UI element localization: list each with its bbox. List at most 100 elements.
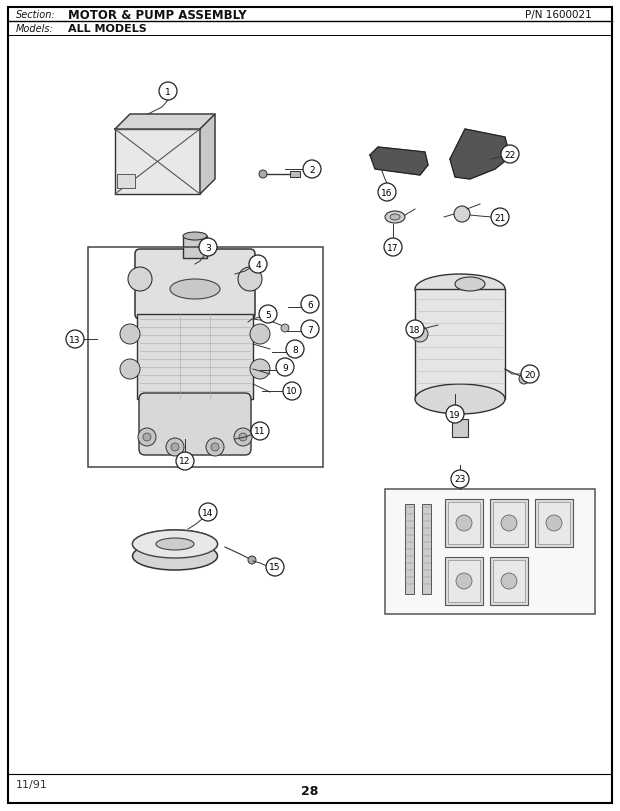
Bar [448,502,480,544]
Circle shape [239,433,247,441]
Text: P/N 1600021: P/N 1600021 [525,10,591,20]
Bar [385,489,595,614]
Circle shape [259,306,277,324]
Bar [535,500,573,547]
Text: 7: 7 [307,325,313,334]
Circle shape [250,359,270,380]
Text: 3: 3 [205,243,211,252]
Circle shape [491,208,509,227]
Text: 17: 17 [388,243,399,252]
Circle shape [406,320,424,338]
Text: 12: 12 [179,457,191,466]
Circle shape [378,184,396,202]
Circle shape [238,268,262,292]
Ellipse shape [133,530,218,558]
Polygon shape [370,148,428,176]
Circle shape [283,383,301,401]
Circle shape [250,324,270,345]
Polygon shape [450,130,510,180]
Circle shape [211,444,219,452]
Circle shape [521,366,539,384]
Circle shape [546,515,562,531]
Circle shape [384,238,402,257]
Text: MOTOR & PUMP ASSEMBLY: MOTOR & PUMP ASSEMBLY [68,8,247,21]
Text: 23: 23 [454,475,466,484]
Circle shape [286,341,304,358]
Text: 13: 13 [69,335,81,344]
Ellipse shape [455,277,485,292]
Circle shape [171,444,179,452]
Text: 21: 21 [494,213,506,222]
Text: Section:: Section: [16,10,56,20]
Bar [538,502,570,544]
Text: Models:: Models: [16,24,54,34]
Circle shape [276,358,294,376]
Bar [445,500,483,547]
Circle shape [301,320,319,338]
Text: 8: 8 [292,345,298,354]
Circle shape [303,161,321,178]
Text: 14: 14 [202,508,214,517]
Bar [183,237,207,259]
Circle shape [199,238,217,257]
Ellipse shape [133,530,218,558]
Bar [445,557,483,605]
Circle shape [266,558,284,577]
Circle shape [446,406,464,423]
Ellipse shape [156,539,194,551]
Bar [290,172,300,178]
Bar [493,502,525,544]
FancyBboxPatch shape [135,250,255,320]
Ellipse shape [415,384,505,414]
Text: 22: 22 [505,150,516,159]
Polygon shape [200,115,215,195]
Circle shape [451,470,469,488]
Circle shape [176,453,194,470]
Circle shape [120,359,140,380]
Circle shape [501,573,517,590]
Bar [452,419,468,437]
Text: 20: 20 [525,370,536,379]
Ellipse shape [183,233,207,241]
Bar [88,247,323,467]
Text: 6: 6 [307,300,313,309]
Bar [490,557,528,605]
Text: 2: 2 [309,165,315,174]
Bar [422,504,431,594]
Circle shape [206,439,224,457]
Circle shape [249,255,267,273]
Circle shape [234,428,252,446]
Text: 28: 28 [301,784,319,797]
Circle shape [301,296,319,314]
Text: 10: 10 [286,387,298,396]
Circle shape [454,207,470,223]
Text: 5: 5 [265,310,271,319]
Circle shape [166,439,184,457]
Bar [117,175,135,189]
Circle shape [456,573,472,590]
Circle shape [456,515,472,531]
Circle shape [259,171,267,178]
Circle shape [66,331,84,349]
Circle shape [501,146,519,164]
Circle shape [138,428,156,446]
Circle shape [199,504,217,521]
Circle shape [248,556,256,564]
Circle shape [412,327,428,342]
Bar [115,130,200,195]
Bar [490,500,528,547]
Circle shape [281,324,289,333]
Circle shape [128,268,152,292]
Text: 11: 11 [254,427,266,436]
Ellipse shape [415,275,505,305]
Circle shape [143,433,151,441]
Circle shape [251,423,269,440]
Circle shape [519,375,529,384]
Text: 15: 15 [269,563,281,572]
Text: 18: 18 [409,325,421,334]
Text: 19: 19 [450,410,461,419]
Ellipse shape [390,215,400,221]
Circle shape [159,83,177,101]
Bar [137,315,253,400]
Text: 9: 9 [282,363,288,372]
